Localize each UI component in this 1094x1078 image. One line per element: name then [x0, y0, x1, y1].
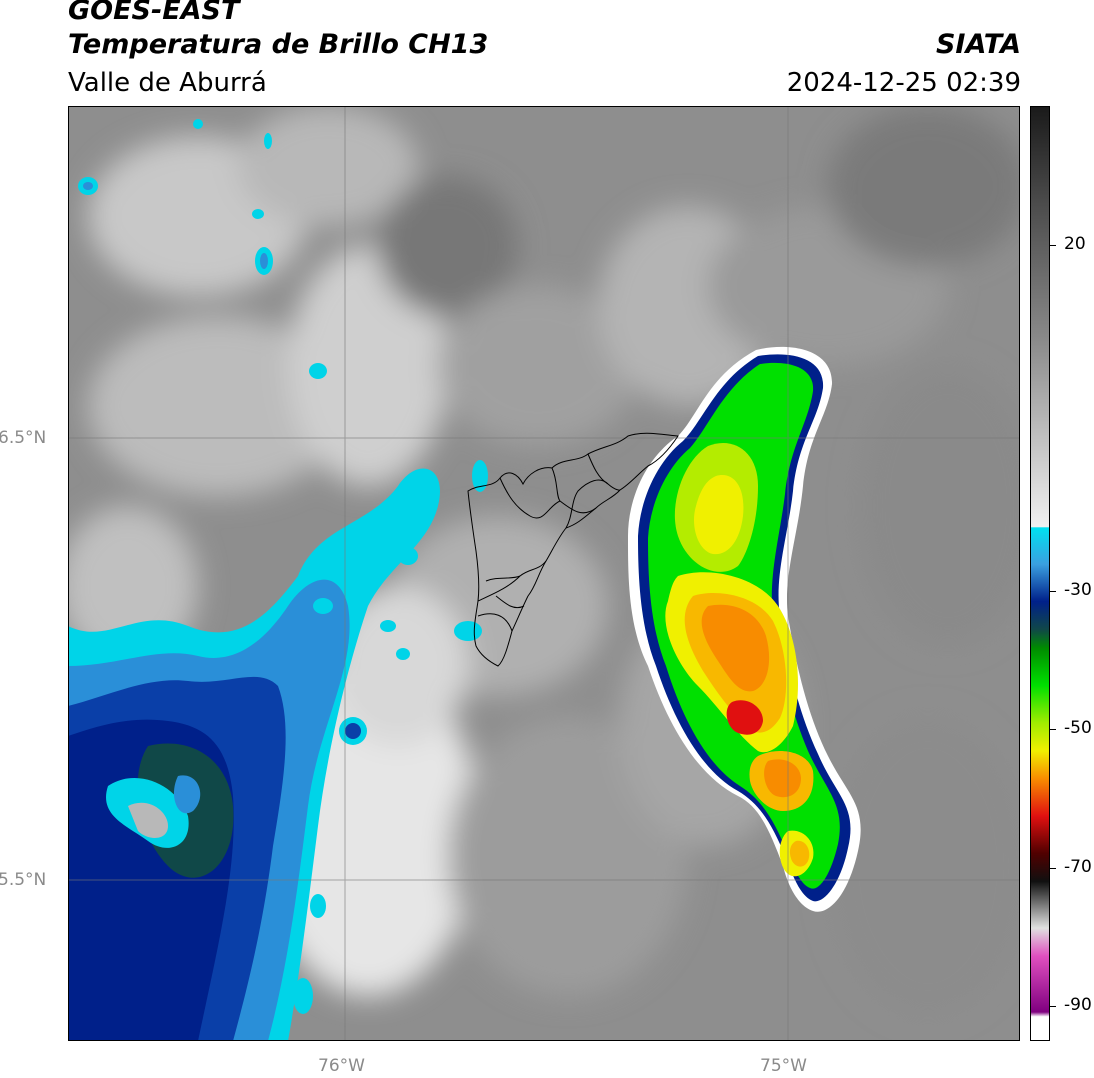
colorbar-tick	[1050, 868, 1056, 869]
region-name: Valle de Aburrá	[68, 68, 267, 98]
map-subtitle: Temperatura de Brillo CH13	[68, 29, 489, 60]
colorbar-gradient	[1031, 107, 1049, 1040]
colorbar-tick-label: -90	[1064, 995, 1092, 1015]
colorbar-tick-label: 20	[1064, 234, 1086, 254]
colorbar-tick-label: -30	[1064, 580, 1092, 600]
map-title: GOES-EAST	[68, 0, 240, 26]
satellite-map[interactable]	[68, 106, 1020, 1041]
colorbar-tick	[1050, 245, 1056, 246]
colorbar-tick-label: -70	[1064, 857, 1092, 877]
brightness-temperature-field	[68, 106, 1020, 1041]
temperature-colorbar	[1030, 106, 1050, 1041]
graticule	[68, 106, 1020, 1041]
organization-name: SIATA	[935, 29, 1021, 60]
lon-label-76: 76°W	[318, 1056, 365, 1076]
cloud-shield-west	[68, 119, 488, 1041]
colorbar-tick	[1050, 1006, 1056, 1007]
convective-cell-east	[628, 346, 861, 912]
lat-label-6-5: 6.5°N	[0, 428, 47, 448]
lat-label-5-5: 5.5°N	[0, 870, 47, 890]
colorbar-tick	[1050, 591, 1056, 592]
colorbar-tick-label: -50	[1064, 718, 1092, 738]
valle-de-aburra-boundaries	[467, 432, 679, 667]
colorbar-tick	[1050, 729, 1056, 730]
timestamp: 2024-12-25 02:39	[786, 68, 1021, 98]
lon-label-75: 75°W	[760, 1056, 807, 1076]
